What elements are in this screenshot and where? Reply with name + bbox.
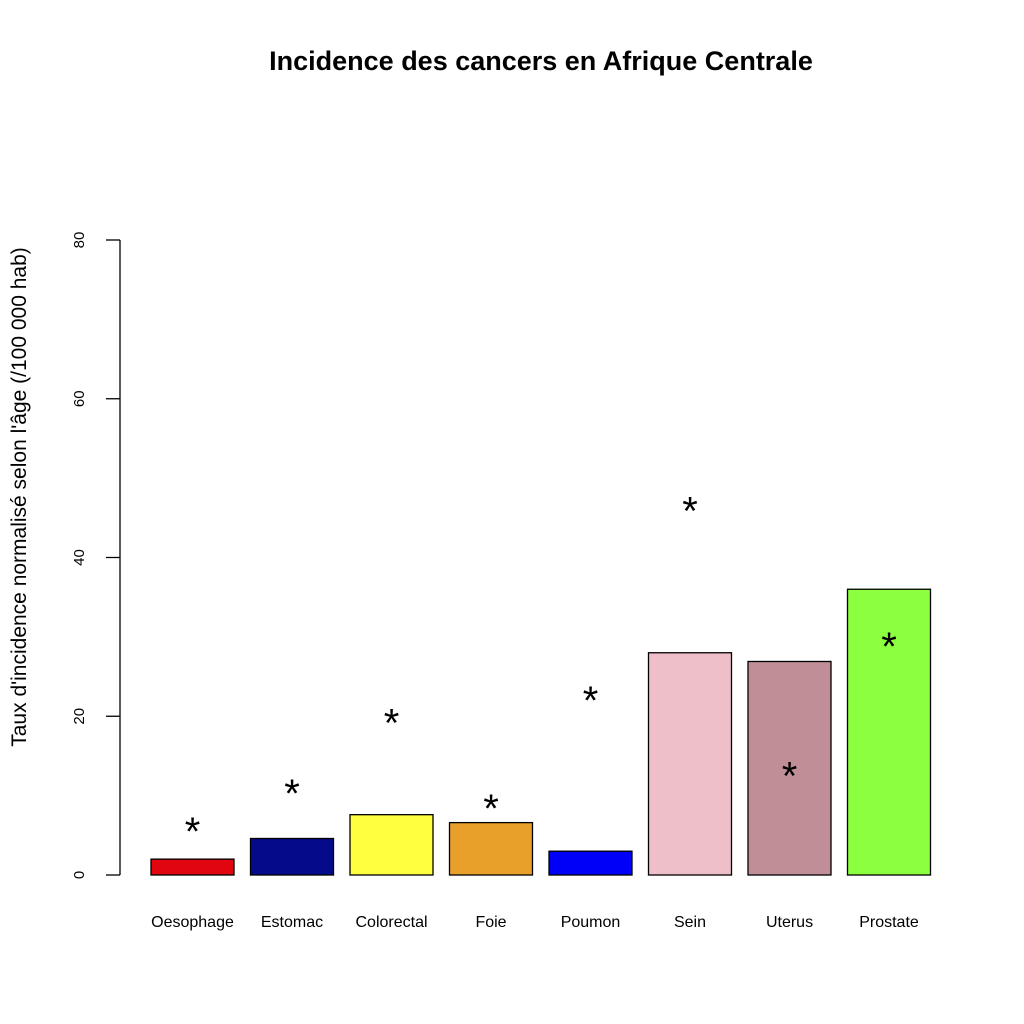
category-label: Colorectal [355, 914, 427, 931]
bar-oesophage [150, 858, 235, 876]
asterisk-marker: * [483, 787, 499, 831]
y-tick-label: 20 [71, 708, 88, 725]
bar-colorectal [349, 814, 434, 876]
asterisk-marker: * [881, 625, 897, 669]
asterisk-marker: * [682, 489, 698, 533]
chart-title: Incidence des cancers en Afrique Central… [269, 46, 813, 76]
asterisk-marker: * [284, 772, 300, 816]
asterisk-marker: * [384, 701, 400, 745]
bar-poumon [548, 850, 633, 876]
category-label: Sein [674, 914, 706, 931]
asterisk-marker: * [185, 810, 201, 854]
bar-foie [448, 821, 534, 876]
category-label: Prostate [859, 914, 919, 931]
asterisk-marker: * [583, 679, 599, 723]
y-axis-ticks: 0 20 40 60 80 [71, 232, 120, 879]
bars-group [150, 588, 932, 876]
category-label: Estomac [261, 914, 323, 931]
category-label: Poumon [561, 914, 621, 931]
y-tick-label: 80 [71, 232, 88, 249]
asterisk-marker: * [782, 755, 798, 799]
bar-sein [647, 652, 733, 876]
bar-estomac [249, 837, 335, 876]
y-axis-label: Taux d'incidence normalisé selon l'âge (… [8, 247, 31, 747]
y-tick-label: 40 [71, 549, 88, 566]
bar-prostate [846, 588, 932, 876]
bar-uterus [747, 660, 832, 876]
category-label: Foie [475, 914, 506, 931]
y-tick-label: 60 [71, 390, 88, 407]
category-labels: Oesophage Estomac Colorectal Foie Poumon Sein… [151, 914, 919, 931]
asterisk-markers: * * * * * * * * [185, 489, 897, 854]
category-label: Oesophage [151, 914, 234, 931]
y-tick-label: 0 [71, 871, 88, 879]
category-label: Uterus [766, 914, 813, 931]
